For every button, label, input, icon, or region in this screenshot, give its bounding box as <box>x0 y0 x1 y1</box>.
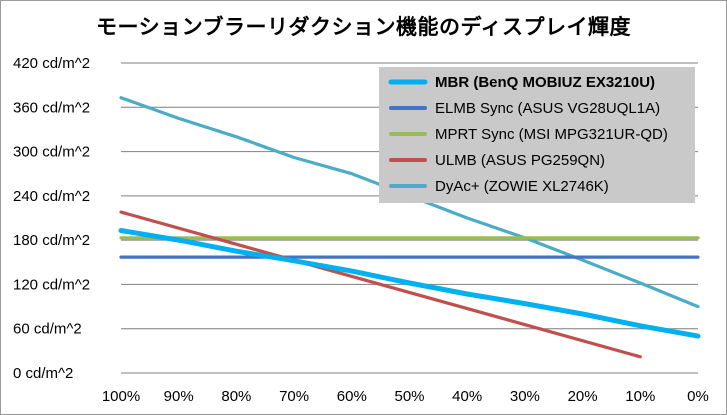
x-tick-label: 20% <box>568 388 598 405</box>
x-tick-label: 30% <box>510 388 540 405</box>
y-tick-label: 0 cd/m^2 <box>13 365 73 382</box>
legend-label: MBR (BenQ MOBIUZ EX3210U) <box>435 74 655 91</box>
x-tick-label: 60% <box>337 388 367 405</box>
y-tick-label: 60 cd/m^2 <box>13 321 82 338</box>
x-tick-label: 100% <box>102 388 140 405</box>
legend-label: MPRT Sync (MSI MPG321UR-QD) <box>435 126 668 143</box>
x-tick-label: 90% <box>164 388 194 405</box>
legend-box <box>379 67 695 203</box>
x-tick-label: 50% <box>394 388 424 405</box>
y-tick-label: 360 cd/m^2 <box>13 99 90 116</box>
x-tick-label: 40% <box>452 388 482 405</box>
x-tick-label: 70% <box>279 388 309 405</box>
y-tick-label: 120 cd/m^2 <box>13 276 90 293</box>
chart-title: モーションブラーリダクション機能のディスプレイ輝度 <box>96 15 631 39</box>
y-tick-label: 240 cd/m^2 <box>13 188 90 205</box>
x-tick-label: 10% <box>625 388 655 405</box>
x-tick-label: 0% <box>687 388 709 405</box>
legend-label: DyAc+ (ZOWIE XL2746K) <box>435 178 609 195</box>
series-line <box>118 228 701 339</box>
legend-label: ULMB (ASUS PG259QN) <box>435 152 605 169</box>
legend-label: ELMB Sync (ASUS VG28UQL1A) <box>435 100 660 117</box>
y-tick-label: 180 cd/m^2 <box>13 232 90 249</box>
y-tick-label: 420 cd/m^2 <box>13 55 90 72</box>
y-tick-label: 300 cd/m^2 <box>13 144 90 161</box>
x-tick-label: 80% <box>221 388 251 405</box>
series-line <box>119 210 642 359</box>
